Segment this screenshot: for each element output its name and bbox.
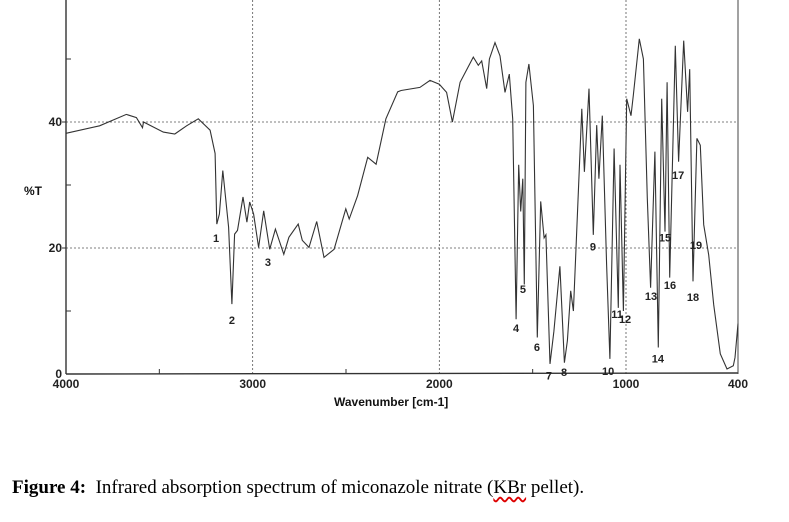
peak-label: 12 <box>619 314 631 326</box>
peak-label: 6 <box>534 342 540 354</box>
y-tick-label: 60 <box>49 0 63 3</box>
peak-label: 9 <box>590 242 596 254</box>
x-axis-label: Wavenumber [cm-1] <box>334 395 448 409</box>
caption-label: Figure 4: <box>12 477 87 498</box>
caption-text-end: pellet). <box>526 477 585 498</box>
caption-spellcheck-word: KBr <box>493 477 527 498</box>
peak-label: 17 <box>672 170 684 182</box>
x-tick-label: 1000 <box>613 377 640 391</box>
peak-label: 11 <box>611 309 623 321</box>
x-tick-label: 400 <box>728 377 748 391</box>
peak-label: 2 <box>229 315 235 327</box>
axes <box>62 0 739 375</box>
y-tick-label: 40 <box>49 115 63 129</box>
x-tick-label: 3000 <box>239 377 266 391</box>
peak-label: 10 <box>602 366 614 378</box>
peak-label: 14 <box>652 353 665 365</box>
caption-text: Infrared absorption spectrum of miconazo… <box>86 477 494 498</box>
peak-label: 15 <box>659 232 671 244</box>
peak-label: 8 <box>561 367 567 379</box>
peak-label: 18 <box>687 292 699 304</box>
y-tick-label: 0 <box>55 367 62 381</box>
peak-label: 16 <box>664 280 676 292</box>
peak-label: 4 <box>513 323 520 335</box>
ir-spectrum-chart: 02040604000300020001000400 1234567891011… <box>24 0 749 409</box>
x-axis-line <box>65 372 739 375</box>
y-axis-label: %T <box>24 184 43 198</box>
x-tick-label: 4000 <box>53 377 80 391</box>
peak-label: 13 <box>645 291 657 303</box>
y-tick-label: 20 <box>49 241 63 255</box>
peak-label: 1 <box>213 233 219 245</box>
peak-label: 3 <box>265 257 271 269</box>
tick-labels: 0 20 40 60 4000 3000 2000 1000 400 <box>49 0 749 391</box>
peak-label: 5 <box>520 284 526 296</box>
peak-label: 7 <box>546 370 552 382</box>
spectrum-line <box>65 38 739 370</box>
x-tick-label: 2000 <box>426 377 453 391</box>
figure-caption: Figure 4: Infrared absorption spectrum o… <box>12 477 584 499</box>
peak-label: 19 <box>690 240 702 252</box>
